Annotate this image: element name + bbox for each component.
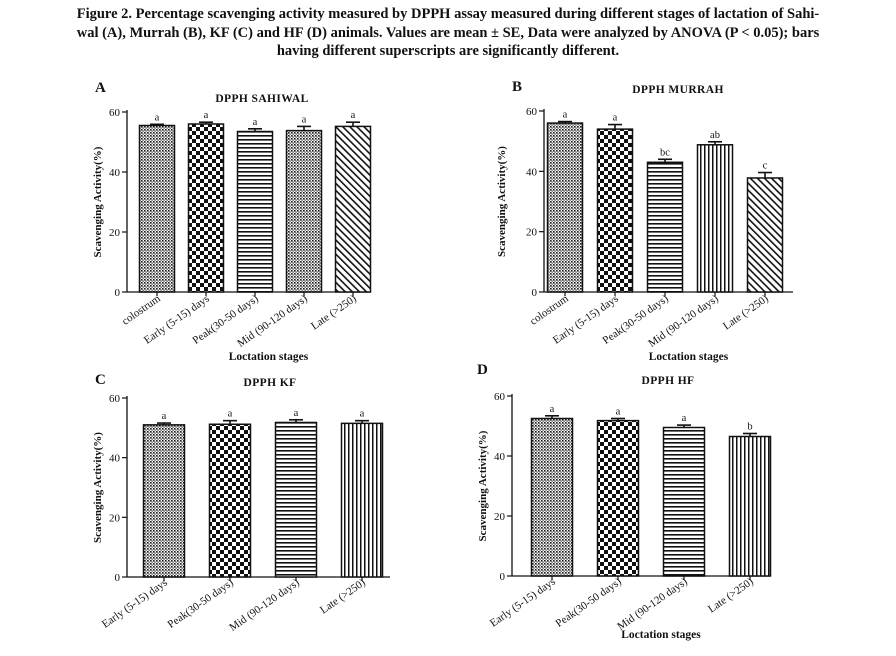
bar: [596, 419, 640, 577]
y-tick-label: 0: [115, 572, 121, 584]
x-tick-label: Mid (90-120 days): [227, 576, 302, 633]
chart-title: DPPH HF: [642, 375, 695, 387]
chart-panel-a: A DPPH SAHIWAL 0 20 40 60 Scavenging Activity(…: [92, 80, 372, 363]
x-tick-label: Peak(30-50 days): [554, 575, 624, 629]
significance-label: c: [763, 161, 768, 172]
chart-title: DPPH KF: [244, 377, 297, 389]
significance-label: ab: [710, 130, 720, 141]
x-tick-label: Early (5-15) days: [100, 577, 170, 631]
significance-label: a: [682, 413, 687, 424]
bar: [334, 125, 372, 293]
significance-label: a: [616, 407, 621, 418]
significance-label: a: [550, 404, 555, 415]
bar: [662, 426, 706, 577]
panel-letter: B: [512, 79, 522, 95]
x-tick-label: Early (5-15) days: [488, 576, 558, 630]
y-tick-label: 0: [500, 571, 506, 583]
x-tick-label: Late (>250): [721, 292, 771, 332]
x-tick-label: Late (>250): [706, 575, 756, 615]
y-axis-label: Scavenging Activity(%): [496, 146, 508, 257]
x-tick-label: Mid (90-120 days): [615, 575, 690, 632]
caption-line-2: wal (A), Murrah (B), KF (C) and HF (D) a…: [76, 24, 820, 41]
panel-letter: D: [477, 362, 488, 378]
significance-label: a: [360, 409, 365, 420]
significance-label: a: [155, 112, 160, 123]
bar: [746, 177, 784, 293]
bar: [274, 421, 318, 578]
x-tick-label: colostrum: [120, 292, 163, 327]
chart-panel-d: D DPPH HF 0 20 40 60 Scavenging Activity(%) a Ea…: [477, 362, 772, 641]
significance-label: a: [302, 114, 307, 125]
bar: [646, 161, 684, 293]
y-tick-label: 40: [109, 167, 121, 179]
y-tick-label: 20: [526, 227, 538, 239]
bar: [728, 435, 772, 577]
chart-panel-b: B DPPH MURRAH 0 20 40 60 Scavenging Activity(%…: [496, 79, 793, 363]
caption-line-3: having different superscripts are signif…: [276, 43, 620, 59]
significance-label: bc: [660, 147, 670, 158]
bar: [596, 128, 634, 293]
y-axis-label: Scavenging Activity(%): [92, 432, 104, 543]
x-tick-label: Peak(30-50 days): [166, 576, 236, 630]
y-tick-label: 60: [526, 106, 538, 118]
x-axis-label: Loctation stages: [649, 351, 729, 363]
y-tick-label: 40: [109, 453, 121, 465]
y-tick-label: 40: [526, 166, 538, 178]
bar: [208, 423, 252, 578]
bar: [546, 122, 584, 293]
y-tick-label: 60: [109, 393, 121, 405]
bar: [138, 124, 176, 293]
y-tick-label: 0: [532, 287, 538, 299]
bar: [530, 417, 574, 577]
chart-panel-c: C DPPH KF 0 20 40 60 Scavenging Activity(%) a Ea…: [92, 372, 390, 634]
bar: [142, 424, 186, 578]
significance-label: a: [351, 110, 356, 121]
y-tick-label: 20: [109, 512, 121, 524]
chart-title: DPPH SAHIWAL: [215, 93, 308, 105]
chart-title: DPPH MURRAH: [632, 84, 724, 96]
panel-letter: A: [95, 80, 106, 96]
y-tick-label: 0: [115, 287, 121, 299]
bar: [285, 129, 323, 293]
y-tick-label: 60: [109, 107, 121, 119]
panel-letter: C: [95, 372, 106, 388]
figure-caption: Figure 2. Percentage scavenging activity…: [6, 5, 890, 61]
significance-label: a: [253, 117, 258, 128]
significance-label: a: [294, 408, 299, 419]
x-tick-label: Late (>250): [309, 292, 359, 332]
significance-label: a: [613, 113, 618, 124]
significance-label: b: [747, 422, 752, 433]
x-axis-label: Loctation stages: [229, 351, 309, 363]
bar: [236, 130, 274, 293]
caption-line-1: Figure 2. Percentage scavenging activity…: [76, 6, 820, 22]
x-axis-label: Loctation stages: [621, 629, 701, 641]
significance-label: a: [228, 409, 233, 420]
bar: [340, 422, 384, 578]
y-axis-label: Scavenging Activity(%): [92, 146, 104, 257]
y-axis-label: Scavenging Activity(%): [477, 430, 489, 541]
x-tick-label: Late (>250): [318, 576, 368, 616]
y-tick-label: 40: [494, 451, 506, 463]
significance-label: a: [563, 110, 568, 121]
bar: [696, 144, 734, 293]
significance-label: a: [204, 110, 209, 121]
y-tick-label: 60: [494, 391, 506, 403]
significance-label: a: [162, 411, 167, 422]
y-tick-label: 20: [494, 511, 506, 523]
bar: [187, 123, 225, 293]
y-tick-label: 20: [109, 227, 121, 239]
